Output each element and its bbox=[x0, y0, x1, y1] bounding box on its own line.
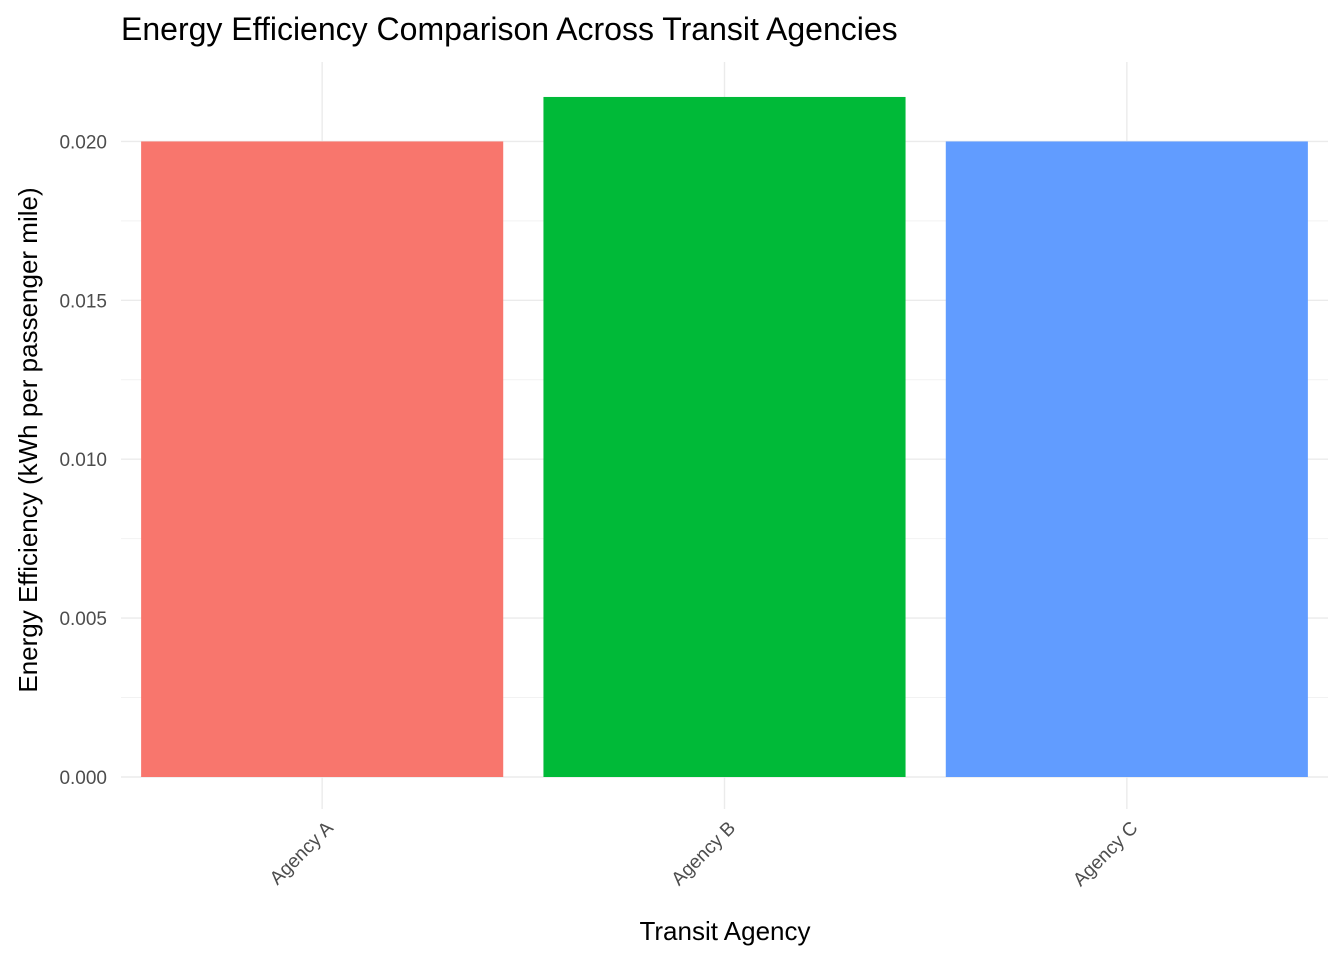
x-axis-ticks: Agency A Agency B Agency C bbox=[266, 817, 1142, 890]
y-tick-label: 0.000 bbox=[59, 768, 107, 789]
bar-agency-c bbox=[945, 141, 1308, 777]
bar-agency-b bbox=[543, 96, 906, 777]
x-tick-label: Agency C bbox=[1069, 818, 1142, 891]
y-tick-label: 0.005 bbox=[59, 609, 107, 630]
bar-layer bbox=[141, 96, 1308, 777]
chart-title: Energy Efficiency Comparison Across Tran… bbox=[121, 11, 898, 47]
x-axis-title: Transit Agency bbox=[639, 916, 810, 946]
bar-agency-a bbox=[141, 141, 504, 777]
x-tick-label: Agency B bbox=[668, 818, 740, 890]
x-tick-label: Agency A bbox=[266, 817, 338, 889]
y-tick-label: 0.020 bbox=[59, 132, 107, 153]
y-axis-title: Energy Efficiency (kWh per passenger mil… bbox=[13, 187, 43, 692]
y-tick-label: 0.010 bbox=[59, 450, 107, 471]
y-tick-label: 0.015 bbox=[59, 291, 107, 312]
y-axis-ticks: 0.000 0.005 0.010 0.015 0.020 bbox=[59, 132, 107, 789]
